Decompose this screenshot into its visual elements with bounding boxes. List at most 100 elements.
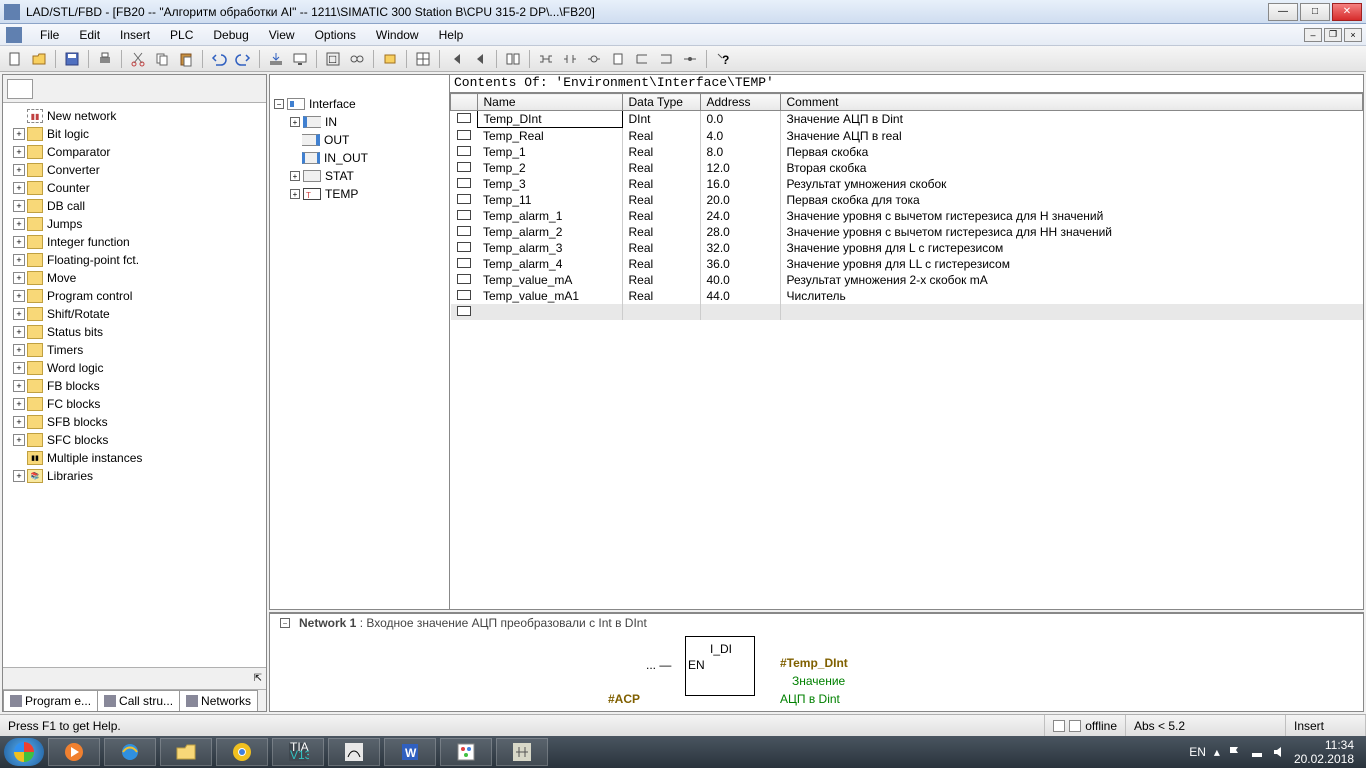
interface-stat[interactable]: +STAT xyxy=(274,167,445,185)
expand-icon[interactable]: + xyxy=(13,236,25,248)
block-button[interactable] xyxy=(379,48,401,70)
system-tray[interactable]: EN ▴ 11:34 20.02.2018 xyxy=(1189,738,1362,767)
table-row[interactable]: Temp_alarm_1Real24.0Значение уровня с вы… xyxy=(451,208,1363,224)
expand-icon[interactable]: + xyxy=(290,117,300,127)
cell-comment[interactable]: Результат умножения скобок xyxy=(780,176,1363,192)
tree-jumps[interactable]: +Jumps xyxy=(5,215,264,233)
cell-comment[interactable]: Вторая скобка xyxy=(780,160,1363,176)
taskbar-app-ie[interactable] xyxy=(104,738,156,766)
menu-insert[interactable]: Insert xyxy=(110,26,160,44)
menu-view[interactable]: View xyxy=(259,26,305,44)
tree-libraries[interactable]: +📚Libraries xyxy=(5,467,264,485)
expand-icon[interactable]: + xyxy=(13,182,25,194)
expand-icon[interactable]: + xyxy=(13,254,25,266)
fbd-out-var[interactable]: #Temp_DInt xyxy=(780,656,848,670)
expand-icon[interactable]: + xyxy=(13,164,25,176)
expand-icon[interactable]: + xyxy=(13,308,25,320)
branch2-button[interactable] xyxy=(655,48,677,70)
expand-icon[interactable]: + xyxy=(13,290,25,302)
tray-network-icon[interactable] xyxy=(1250,745,1264,759)
save-button[interactable] xyxy=(61,48,83,70)
cell-comment[interactable]: Первая скобка xyxy=(780,144,1363,160)
tray-clock[interactable]: 11:34 20.02.2018 xyxy=(1294,738,1354,767)
tab-program-elements[interactable]: Program e... xyxy=(3,690,98,711)
cell-comment[interactable]: Значение АЦП в real xyxy=(780,128,1363,145)
new-button[interactable] xyxy=(4,48,26,70)
tray-chevron-icon[interactable]: ▴ xyxy=(1214,745,1220,759)
cell-name[interactable]: Temp_alarm_3 xyxy=(477,240,622,256)
cell-name[interactable]: Temp_Real xyxy=(477,128,622,145)
catalog-dropdown[interactable] xyxy=(7,79,33,99)
cell-name[interactable]: Temp_1 xyxy=(477,144,622,160)
menu-plc[interactable]: PLC xyxy=(160,26,203,44)
ref-button[interactable]: □ xyxy=(322,48,344,70)
tray-lang[interactable]: EN xyxy=(1189,745,1206,759)
tree-floating-point-fct-[interactable]: +Floating-point fct. xyxy=(5,251,264,269)
table-row-empty[interactable] xyxy=(451,304,1363,320)
expand-icon[interactable]: + xyxy=(290,189,300,199)
cell-type[interactable]: DInt xyxy=(622,111,700,128)
menu-debug[interactable]: Debug xyxy=(203,26,258,44)
menu-help[interactable]: Help xyxy=(429,26,474,44)
cell-type[interactable]: Real xyxy=(622,144,700,160)
expand-icon[interactable]: + xyxy=(13,416,25,428)
col-comment[interactable]: Comment xyxy=(780,94,1363,111)
taskbar-app-media[interactable] xyxy=(48,738,100,766)
conn-button[interactable] xyxy=(679,48,701,70)
cell-comment[interactable]: Значение уровня с вычетом гистерезиса дл… xyxy=(780,208,1363,224)
col-addr[interactable]: Address xyxy=(700,94,780,111)
cell-comment[interactable]: Значение АЦП в Dint xyxy=(780,111,1363,128)
menu-edit[interactable]: Edit xyxy=(69,26,110,44)
interface-out[interactable]: OUT xyxy=(274,131,445,149)
menu-options[interactable]: Options xyxy=(305,26,366,44)
tree-shift-rotate[interactable]: +Shift/Rotate xyxy=(5,305,264,323)
taskbar-app-ladder[interactable] xyxy=(496,738,548,766)
expand-icon[interactable]: + xyxy=(13,272,25,284)
start-button[interactable] xyxy=(4,738,44,766)
table-row[interactable]: Temp_2Real12.0Вторая скобка xyxy=(451,160,1363,176)
cut-button[interactable] xyxy=(127,48,149,70)
cell-name[interactable]: Temp_value_mA xyxy=(477,272,622,288)
interface-in_out[interactable]: IN_OUT xyxy=(274,149,445,167)
catalog-tree[interactable]: ▮▮New network+Bit logic+Comparator+Conve… xyxy=(3,103,266,667)
cell-name[interactable]: Temp_value_mA1 xyxy=(477,288,622,304)
tree-timers[interactable]: +Timers xyxy=(5,341,264,359)
minimize-button[interactable]: — xyxy=(1268,3,1298,21)
coil-button[interactable] xyxy=(583,48,605,70)
help-button[interactable]: ? xyxy=(712,48,734,70)
taskbar-app-chrome[interactable] xyxy=(216,738,268,766)
expand-icon[interactable]: − xyxy=(274,99,284,109)
cell-type[interactable]: Real xyxy=(622,240,700,256)
cell-comment[interactable]: Значение уровня для L с гистерезисом xyxy=(780,240,1363,256)
fbd-in-var[interactable]: #ACP xyxy=(608,692,640,706)
table-row[interactable]: Temp_alarm_2Real28.0Значение уровня с вы… xyxy=(451,224,1363,240)
expand-icon[interactable]: + xyxy=(13,434,25,446)
interface-temp[interactable]: +TEMP xyxy=(274,185,445,203)
mdi-close-button[interactable]: × xyxy=(1344,28,1362,42)
tab-call-structure[interactable]: Call stru... xyxy=(97,690,180,711)
cell-name[interactable]: Temp_11 xyxy=(477,192,622,208)
cell-type[interactable]: Real xyxy=(622,176,700,192)
symbol-button[interactable] xyxy=(412,48,434,70)
menu-window[interactable]: Window xyxy=(366,26,429,44)
table-row[interactable]: Temp_11Real20.0Первая скобка для тока xyxy=(451,192,1363,208)
expand-icon[interactable]: + xyxy=(13,200,25,212)
interface-in[interactable]: +IN xyxy=(274,113,445,131)
taskbar-app-word[interactable]: W xyxy=(384,738,436,766)
monitor-button[interactable] xyxy=(289,48,311,70)
table-row[interactable]: Temp_RealReal4.0Значение АЦП в real xyxy=(451,128,1363,145)
tree-sfc-blocks[interactable]: +SFC blocks xyxy=(5,431,264,449)
tree-converter[interactable]: +Converter xyxy=(5,161,264,179)
cell-name[interactable]: Temp_alarm_1 xyxy=(477,208,622,224)
cell-type[interactable]: Real xyxy=(622,224,700,240)
expand-icon[interactable]: + xyxy=(13,470,25,482)
tree-multiple-instances[interactable]: ▮▮Multiple instances xyxy=(5,449,264,467)
cell-type[interactable]: Real xyxy=(622,160,700,176)
expand-icon[interactable]: + xyxy=(290,171,300,181)
tree-program-control[interactable]: +Program control xyxy=(5,287,264,305)
open-button[interactable] xyxy=(28,48,50,70)
tree-status-bits[interactable]: +Status bits xyxy=(5,323,264,341)
cell-type[interactable]: Real xyxy=(622,208,700,224)
cell-type[interactable]: Real xyxy=(622,192,700,208)
cell-name[interactable]: Temp_alarm_4 xyxy=(477,256,622,272)
